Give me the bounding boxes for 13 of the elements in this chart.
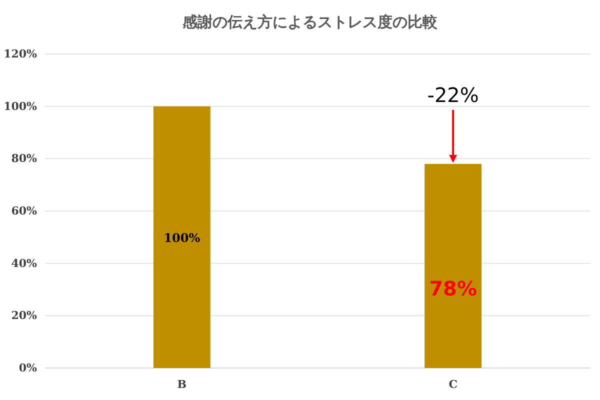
y-tick-label: 20% bbox=[11, 309, 38, 322]
chart-title: 感謝の伝え方によるストレス度の比較 bbox=[182, 13, 438, 31]
y-tick-label: 0% bbox=[18, 362, 38, 375]
data-label: 100% bbox=[164, 231, 201, 246]
y-tick-label: 100% bbox=[4, 100, 38, 113]
y-tick-label: 80% bbox=[11, 152, 38, 166]
y-tick-label: 60% bbox=[11, 204, 38, 218]
x-tick-label: C bbox=[448, 378, 458, 391]
x-tick-label: B bbox=[177, 378, 187, 391]
y-tick-label: 120% bbox=[4, 48, 38, 61]
y-tick-label: 40% bbox=[11, 256, 38, 270]
data-label: 78% bbox=[429, 276, 478, 300]
annotation: -22% bbox=[427, 82, 479, 107]
